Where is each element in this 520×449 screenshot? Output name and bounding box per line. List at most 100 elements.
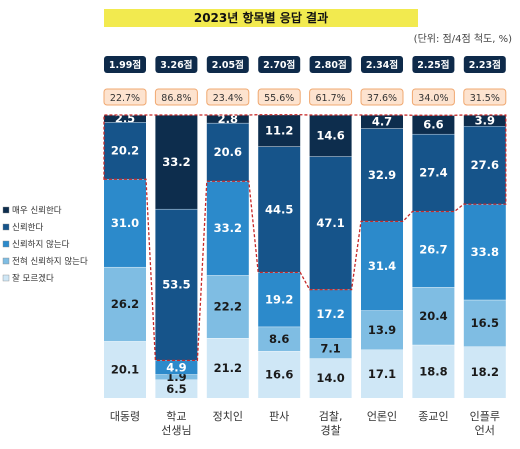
bar-segment	[155, 360, 198, 375]
bar-segment	[463, 299, 506, 347]
bar-segment	[463, 115, 506, 127]
score-box	[463, 56, 506, 73]
x-tick-label: 대동령	[110, 410, 140, 423]
trust-percent-box	[206, 88, 250, 106]
bar-segment	[258, 114, 301, 147]
bar-segment	[104, 122, 146, 180]
data-label: 6.5	[166, 382, 186, 396]
data-label: 53.5	[162, 278, 190, 292]
bar-segment	[104, 266, 146, 342]
data-label: 6.6	[423, 118, 443, 132]
bar-segment	[258, 146, 301, 273]
data-label: 20.1	[111, 363, 139, 377]
legend-label: 전혀 신뢰하지 않는다	[12, 256, 88, 267]
score-label: 2.34점	[366, 59, 398, 71]
trust-percent-label: 34.0%	[418, 93, 448, 104]
bar-segment	[104, 115, 146, 123]
bar-segment	[463, 126, 506, 205]
data-label: 27.4	[419, 166, 447, 180]
data-label: 14.6	[316, 129, 344, 143]
x-tick-label: 언론인	[367, 410, 397, 423]
data-label: 2.5	[115, 112, 135, 126]
bar-segment	[412, 211, 455, 288]
x-tick-label: 정치인	[213, 410, 243, 423]
bar-segment	[361, 310, 403, 350]
bar-segment	[258, 326, 301, 352]
data-label: 20.2	[111, 144, 139, 158]
legend-label: 신뢰한다	[12, 223, 43, 233]
score-label: 2.80점	[315, 59, 347, 71]
data-label: 47.1	[316, 216, 344, 230]
data-label: 3.9	[475, 114, 495, 128]
score-box	[361, 56, 403, 73]
x-tick-label: 검찰,	[319, 410, 343, 423]
data-label: 8.6	[269, 332, 289, 346]
data-label: 17.2	[316, 307, 344, 321]
bar-segment	[206, 275, 249, 339]
score-label: 1.99점	[109, 59, 141, 71]
trust-percent-box	[463, 88, 507, 106]
data-label: 32.9	[368, 168, 396, 182]
bar-segment	[412, 115, 455, 134]
legend-swatch	[2, 274, 10, 282]
data-label: 33.8	[471, 245, 499, 259]
trust-percent-label: 37.6%	[367, 93, 397, 104]
x-tick-label: 종교인	[418, 410, 448, 423]
data-label: 27.6	[471, 158, 499, 172]
x-tick-label: 판사	[269, 410, 289, 423]
data-label: 20.4	[419, 309, 447, 323]
data-label: 4.7	[372, 115, 392, 129]
bar-segment	[104, 341, 146, 398]
trust-percent-box	[309, 88, 353, 106]
trust-percent-box	[411, 88, 455, 106]
chart-title: 2023년 항목별 응답 결과	[104, 9, 418, 27]
legend-swatch	[2, 257, 10, 265]
x-tick-label: 인플루	[470, 410, 500, 423]
score-box	[206, 56, 249, 73]
legend-swatch	[2, 240, 10, 248]
data-label: 18.8	[419, 364, 447, 378]
bar-segment	[361, 349, 403, 398]
bar-segment	[361, 115, 403, 129]
bar-segment	[104, 179, 146, 267]
legend-label: 잘 모르겠다	[12, 273, 54, 284]
bar-segment	[463, 346, 506, 398]
bar-segment	[206, 181, 249, 276]
bar-segment	[258, 272, 301, 327]
score-label: 2.70점	[263, 59, 295, 71]
bar-segment	[206, 115, 249, 123]
bar-segment	[206, 338, 249, 398]
score-box	[104, 56, 146, 73]
score-label: 2.23점	[469, 59, 501, 71]
trust-percent-label: 86.8%	[161, 93, 191, 104]
data-label: 18.2	[471, 365, 499, 379]
data-label: 16.6	[265, 368, 293, 382]
bar-segment	[155, 374, 198, 380]
trust-percent-label: 31.5%	[470, 93, 500, 104]
bar-segment	[155, 115, 198, 209]
data-label: 2.8	[218, 112, 238, 126]
data-label: 21.2	[214, 361, 242, 375]
score-box	[412, 56, 455, 73]
legend-swatch	[2, 223, 10, 231]
bar-segment	[361, 221, 403, 311]
data-label: 11.2	[265, 124, 293, 138]
data-label: 44.5	[265, 202, 293, 216]
bar-segment	[309, 115, 352, 157]
data-label: 22.2	[214, 300, 242, 314]
bar-segment	[155, 379, 198, 398]
unit-note: (단위: 점/4점 척도, %)	[413, 34, 512, 45]
data-label: 20.6	[214, 145, 242, 159]
x-tick-label: 선생님	[161, 424, 191, 437]
trust-percent-box	[257, 88, 301, 106]
bar-segment	[155, 208, 198, 361]
x-tick-label: 언서	[475, 424, 495, 437]
data-label: 33.2	[214, 221, 242, 235]
data-label: 19.2	[265, 293, 293, 307]
bar-segment	[258, 351, 301, 398]
legend-label: 신뢰하지 않는다	[12, 239, 70, 250]
data-label: 16.5	[471, 316, 499, 330]
score-label: 2.05점	[212, 59, 244, 71]
x-tick-label: 학교	[166, 410, 186, 423]
